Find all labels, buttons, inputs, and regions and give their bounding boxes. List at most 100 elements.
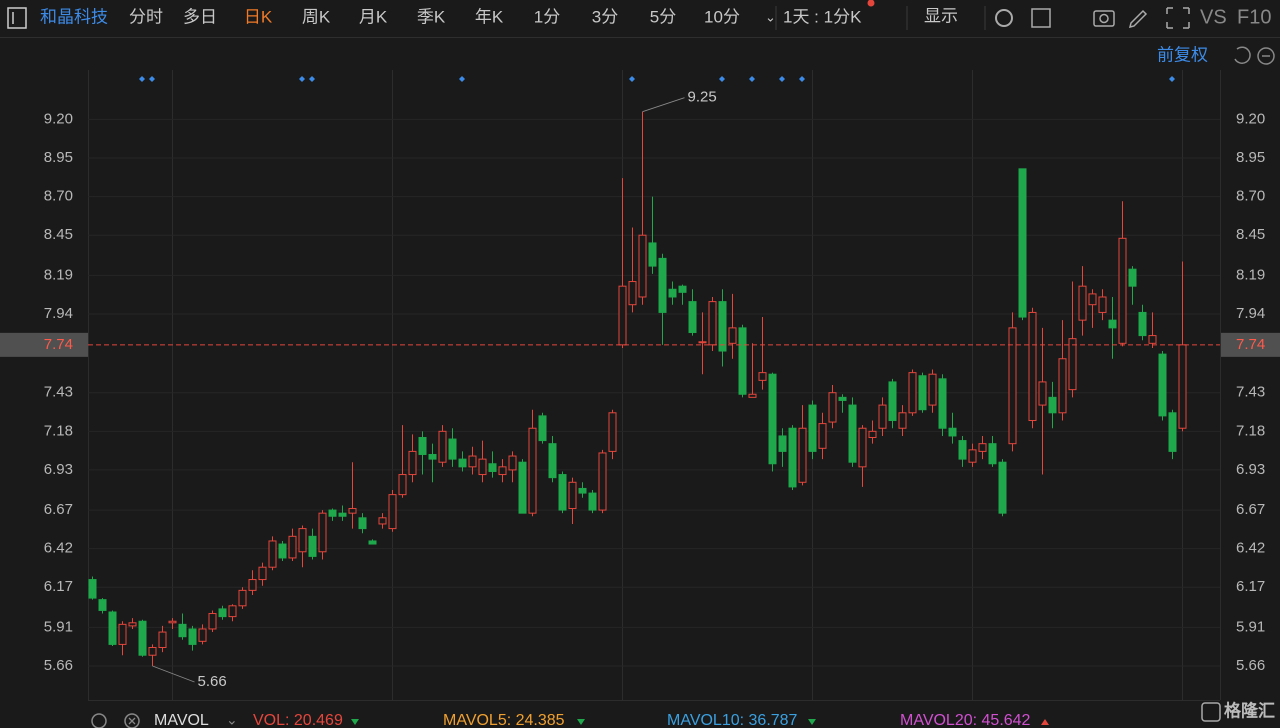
candle-body (478, 458, 487, 476)
candle-body (608, 412, 617, 452)
period-tab[interactable]: 月K (359, 7, 388, 26)
period-tab[interactable]: 周K (302, 7, 331, 26)
y-tick-label-right: 9.20 (1236, 110, 1265, 127)
candle-body (678, 285, 687, 293)
menu-icon[interactable] (7, 7, 27, 29)
display-menu[interactable]: 显示 (924, 6, 958, 25)
y-tick-label: 8.19 (44, 266, 73, 283)
candle-body (718, 301, 727, 352)
last-price-label: 7.74 (1236, 336, 1265, 353)
reset-icon[interactable] (1234, 46, 1251, 64)
trend-arrow (577, 719, 585, 725)
candle-body (708, 301, 717, 346)
candle-body (1078, 285, 1087, 321)
candle-body (148, 647, 157, 656)
period-tab[interactable]: 多日 (183, 7, 217, 26)
candle-body (168, 620, 177, 624)
color-icon[interactable] (1031, 8, 1051, 28)
camera-icon[interactable] (1093, 10, 1115, 27)
candle-body (698, 341, 707, 344)
y-tick-label-right: 5.66 (1236, 657, 1265, 674)
candle-body (398, 474, 407, 496)
candle-body (548, 443, 557, 479)
last-price-tag (0, 332, 88, 357)
candle-body (628, 281, 637, 306)
dropdown-arrow[interactable]: ⌄ (765, 9, 776, 24)
candle-body (318, 512, 327, 553)
event-markers (139, 76, 1175, 82)
indicator-close[interactable] (124, 713, 140, 728)
plot: 9.20 9.20 8.95 8.95 8.70 8.70 8.45 8.45 8.19 8.19… (0, 89, 1280, 690)
annotation-leader (642, 97, 685, 113)
candle-body (368, 540, 377, 545)
stock-name[interactable]: 和晶科技 (40, 7, 108, 26)
adjust-toggle[interactable]: 前复权 (1157, 45, 1208, 64)
candle-body (278, 543, 287, 559)
candle-body (158, 631, 167, 649)
f10-button[interactable]: F10 (1237, 6, 1271, 28)
candle-body (998, 461, 1007, 514)
y-tick-label-right: 8.70 (1236, 188, 1265, 205)
candle-body (138, 620, 147, 656)
candle-body (758, 372, 767, 381)
candle-body (428, 453, 437, 460)
period-tab[interactable]: 5分 (650, 7, 676, 26)
indicator-name[interactable]: MAVOL (154, 712, 209, 728)
y-tick-label: 6.42 (44, 540, 73, 557)
y-tick-label: 8.95 (44, 149, 73, 166)
candle-body (498, 466, 507, 476)
candle-body (1148, 335, 1157, 344)
candle-body (238, 589, 247, 607)
settings-icon[interactable] (995, 9, 1013, 27)
last-price-label: 7.74 (44, 336, 73, 353)
period-tab[interactable]: 1分 (534, 7, 560, 26)
candle-body (898, 412, 907, 429)
y-tick-label: 6.93 (44, 461, 73, 478)
dropdown-arrow[interactable]: ⌄ (226, 712, 238, 728)
candle-body (198, 628, 207, 642)
range-select[interactable]: 1天 : 1分K (783, 7, 862, 26)
candle-body (838, 396, 847, 401)
candle-body (1118, 237, 1127, 344)
candle-body (618, 285, 627, 346)
vs-button[interactable]: VS (1200, 6, 1227, 28)
indicator-settings[interactable] (91, 713, 107, 728)
candle-body (788, 427, 797, 488)
candle-body (878, 404, 887, 429)
candle-body (798, 427, 807, 483)
candle-body (378, 517, 387, 525)
candle-body (908, 372, 917, 414)
period-tab[interactable]: 10分 (704, 7, 740, 26)
trend-arrow (808, 719, 816, 725)
candle-body (748, 393, 757, 398)
candle-body (358, 517, 367, 530)
candle-body (488, 463, 497, 472)
fullscreen-icon[interactable] (1166, 7, 1190, 29)
candle-body (598, 452, 607, 511)
period-tab[interactable]: 3分 (592, 7, 618, 26)
candle-body (658, 257, 667, 313)
candle-body (848, 404, 857, 463)
y-tick-label: 6.67 (44, 501, 73, 518)
y-tick-label: 8.45 (44, 226, 73, 243)
candle-body (538, 415, 547, 442)
indicator-value: VOL: 20.469 (253, 712, 343, 728)
period-tab[interactable]: 分时 (129, 7, 163, 26)
y-tick-label-right: 6.67 (1236, 501, 1265, 518)
candle-body (268, 540, 277, 568)
period-tab[interactable]: 季K (417, 7, 446, 26)
candle-body (1008, 327, 1017, 445)
camera-icon (1099, 13, 1109, 24)
draw-icon[interactable] (1128, 9, 1148, 29)
candle-body (558, 474, 567, 511)
candle-body (328, 509, 337, 517)
period-tab[interactable]: 日K (244, 7, 273, 26)
candle-body (468, 455, 477, 468)
period-tab[interactable]: 年K (475, 7, 504, 26)
candle-body (1138, 311, 1147, 337)
zoom-out-icon[interactable] (1257, 47, 1275, 65)
candle-body (858, 427, 867, 468)
candle-body (248, 579, 257, 591)
